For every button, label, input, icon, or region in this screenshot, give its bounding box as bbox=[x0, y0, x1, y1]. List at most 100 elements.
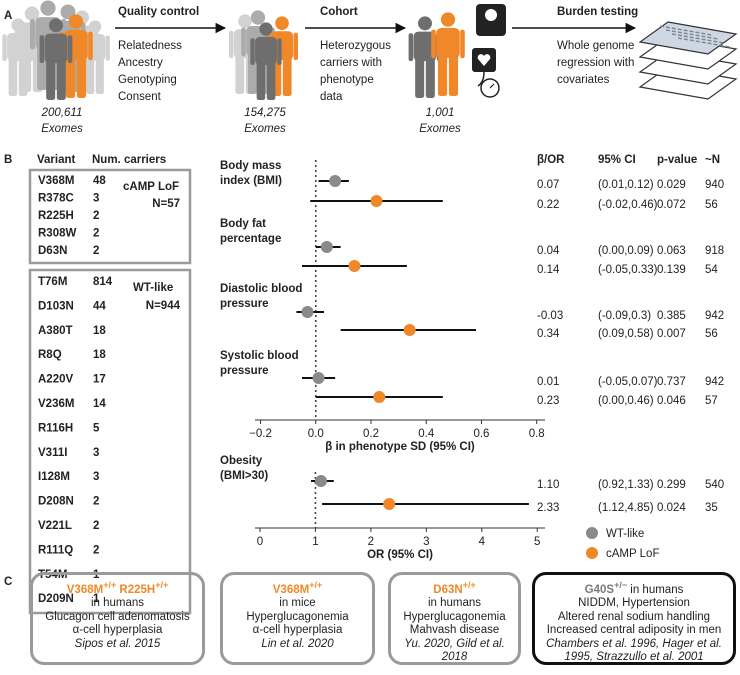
variant-name: T76M bbox=[38, 276, 67, 288]
person-arm bbox=[30, 18, 35, 50]
person-head bbox=[259, 22, 273, 36]
person-torso bbox=[255, 36, 277, 65]
person-leg bbox=[46, 59, 56, 100]
carrier-count: 2 bbox=[93, 496, 99, 508]
sample-size: 57 bbox=[705, 395, 718, 407]
person-head bbox=[275, 16, 289, 31]
person-arm bbox=[241, 27, 246, 57]
bp-needle bbox=[489, 83, 495, 89]
x-tick-label: 0.4 bbox=[418, 428, 435, 440]
trait-label: Systolic blood bbox=[220, 350, 299, 362]
estimate-label: 0.04 bbox=[537, 245, 560, 257]
finding-box: D63N+/+ in humans Hyperglucagonemia Mahvash… bbox=[388, 572, 521, 665]
estimate-dot bbox=[373, 391, 386, 403]
genotype: +/− bbox=[614, 580, 628, 590]
group-size: N=944 bbox=[146, 300, 181, 312]
x-tick-label: 4 bbox=[479, 536, 486, 548]
person-arm bbox=[2, 34, 7, 61]
person-arm bbox=[93, 27, 99, 56]
step-detail: Genotyping bbox=[118, 74, 177, 86]
person-leg bbox=[282, 56, 292, 96]
legend-marker bbox=[586, 547, 598, 559]
bp-tube bbox=[477, 71, 485, 87]
phenotype: Glucagon cell adenomatosis bbox=[45, 610, 190, 623]
person-torso bbox=[44, 33, 68, 64]
column-header: 95% CI bbox=[598, 154, 636, 166]
person-arm bbox=[293, 32, 298, 60]
p-value: 0.299 bbox=[657, 479, 686, 491]
phenotype: Hyperglucagonemia bbox=[403, 610, 506, 623]
carrier-count: 14 bbox=[93, 398, 106, 410]
p-value: 0.024 bbox=[657, 502, 686, 514]
estimate-label: 0.14 bbox=[537, 264, 560, 276]
finding-box: V368M+/+ in mice Hyperglucagonemia α-cell h… bbox=[220, 572, 375, 665]
variant-name: D63N bbox=[433, 583, 463, 596]
cohort-count: 200,611 bbox=[41, 107, 83, 119]
ci-label: (-0.05,0.07) bbox=[598, 376, 658, 388]
carrier-count: 3 bbox=[93, 193, 99, 205]
sample-size: 918 bbox=[705, 245, 724, 257]
carrier-count: 48 bbox=[93, 175, 106, 187]
phenotype: NIDDM, Hypertension bbox=[578, 597, 690, 610]
person-arm bbox=[14, 24, 20, 54]
trait-label: (BMI>30) bbox=[220, 470, 268, 482]
person-arm bbox=[229, 30, 234, 58]
estimate-label: 0.01 bbox=[537, 376, 559, 388]
step-detail: Whole genome bbox=[557, 40, 634, 52]
cohort-count: 1,001 bbox=[426, 107, 455, 119]
carrier-count: 2 bbox=[93, 210, 99, 222]
estimate-label: 0.07 bbox=[537, 179, 559, 191]
species: in mice bbox=[279, 597, 316, 610]
variant-name: R8Q bbox=[38, 349, 62, 361]
person-torso bbox=[436, 27, 460, 59]
variant-name: D209N bbox=[38, 593, 74, 605]
person-arm bbox=[250, 38, 255, 65]
person-leg bbox=[56, 59, 66, 100]
sample-size: 35 bbox=[705, 502, 718, 514]
person-arm bbox=[277, 38, 282, 65]
person-leg bbox=[65, 56, 76, 98]
person-arm bbox=[67, 35, 73, 64]
ci-label: (-0.05,0.33) bbox=[598, 264, 658, 276]
p-value: 0.063 bbox=[657, 245, 686, 257]
x-tick-label: 0.6 bbox=[473, 428, 489, 440]
x-tick-label: 2 bbox=[368, 536, 374, 548]
x-tick-label: 0.8 bbox=[529, 428, 545, 440]
estimate-label: 1.10 bbox=[537, 479, 559, 491]
x-tick-label: −0.2 bbox=[249, 428, 272, 440]
carrier-count: 2 bbox=[93, 245, 99, 257]
trait-label: percentage bbox=[220, 233, 281, 245]
panel-label: B bbox=[4, 154, 12, 166]
variant-name: V368M bbox=[38, 175, 74, 187]
person-arm bbox=[88, 31, 93, 61]
carrier-count: 18 bbox=[93, 349, 106, 361]
sample-size: 942 bbox=[705, 310, 724, 322]
phenotype: α-cell hyperplasia bbox=[252, 624, 343, 637]
estimate-label: 0.34 bbox=[537, 328, 560, 340]
group-size: N=57 bbox=[152, 198, 180, 210]
variant-name: V221L bbox=[38, 520, 72, 532]
carrier-count: 44 bbox=[93, 300, 106, 312]
sample-size: 56 bbox=[705, 199, 718, 211]
ci-label: (0.01,0.12) bbox=[598, 179, 654, 191]
person-head bbox=[250, 10, 266, 25]
carrier-count: 2 bbox=[93, 544, 99, 556]
person-head bbox=[238, 14, 252, 28]
variant-name: V368M bbox=[66, 583, 104, 596]
variant-name: R225H bbox=[38, 210, 74, 222]
p-value: 0.072 bbox=[657, 199, 686, 211]
carrier-count: 3 bbox=[93, 447, 99, 459]
reference: Chambers et al. 1996, Hager et al. 1995,… bbox=[546, 637, 722, 664]
panel-label: C bbox=[4, 576, 12, 588]
step-detail: phenotype bbox=[320, 74, 374, 86]
variant-name: R116H bbox=[38, 422, 73, 434]
step-detail: covariates bbox=[557, 74, 610, 86]
sheet-grid-line bbox=[671, 33, 725, 44]
trait-label: Obesity bbox=[220, 455, 263, 467]
p-value: 0.007 bbox=[657, 328, 686, 340]
column-header: ~N bbox=[705, 154, 720, 166]
reference: Yu. 2020, Gild et al. 2018 bbox=[404, 637, 505, 664]
step-detail: carriers with bbox=[320, 57, 382, 69]
person-arm bbox=[431, 29, 436, 59]
